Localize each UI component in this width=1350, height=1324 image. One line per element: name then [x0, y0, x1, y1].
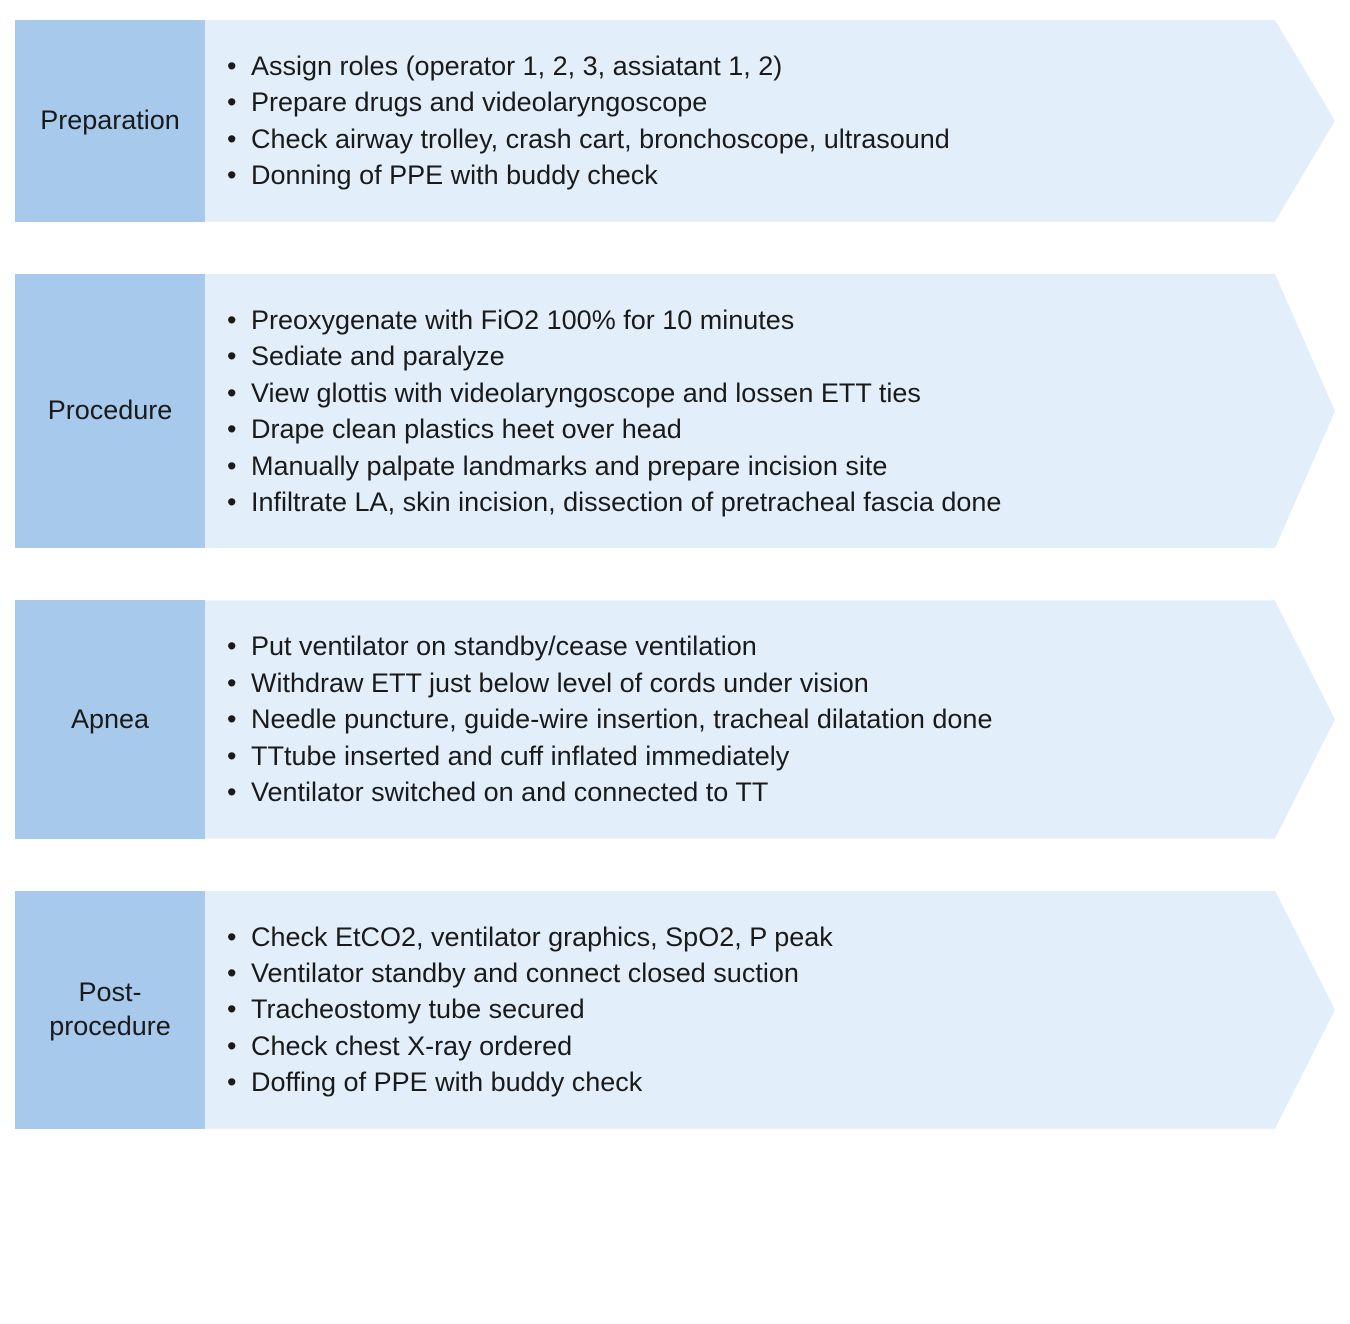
stage-body: Preoxygenate with FiO2 100% for 10 minut…	[205, 274, 1335, 549]
stage-procedure: Procedure Preoxygenate with FiO2 100% fo…	[15, 274, 1335, 549]
stage-label: Preparation	[15, 20, 205, 222]
stage-label-text: Procedure	[48, 394, 173, 428]
bullet-item: Check airway trolley, crash cart, bronch…	[227, 121, 1255, 157]
stage-apnea: Apnea Put ventilator on standby/cease ve…	[15, 600, 1335, 838]
bullet-item: Donning of PPE with buddy check	[227, 157, 1255, 193]
bullet-item: Sediate and paralyze	[227, 338, 1255, 374]
bullet-item: Assign roles (operator 1, 2, 3, assiatan…	[227, 48, 1255, 84]
stage-label-text: Preparation	[40, 104, 180, 138]
bullet-list: Preoxygenate with FiO2 100% for 10 minut…	[227, 302, 1255, 521]
bullet-item: Drape clean plastics heet over head	[227, 411, 1255, 447]
stage-preparation: Preparation Assign roles (operator 1, 2,…	[15, 20, 1335, 222]
bullet-list: Put ventilator on standby/cease ventilat…	[227, 628, 1255, 810]
bullet-item: Put ventilator on standby/cease ventilat…	[227, 628, 1255, 664]
bullet-item: Withdraw ETT just below level of cords u…	[227, 665, 1255, 701]
bullet-item: Manually palpate landmarks and prepare i…	[227, 448, 1255, 484]
bullet-item: Needle puncture, guide-wire insertion, t…	[227, 701, 1255, 737]
stage-label: Post-procedure	[15, 891, 205, 1129]
stage-body: Assign roles (operator 1, 2, 3, assiatan…	[205, 20, 1335, 222]
bullet-list: Assign roles (operator 1, 2, 3, assiatan…	[227, 48, 1255, 194]
bullet-item: Doffing of PPE with buddy check	[227, 1064, 1255, 1100]
bullet-item: Ventilator switched on and connected to …	[227, 774, 1255, 810]
bullet-item: View glottis with videolaryngoscope and …	[227, 375, 1255, 411]
stage-body: Check EtCO2, ventilator graphics, SpO2, …	[205, 891, 1335, 1129]
stage-label-text: Apnea	[71, 703, 149, 737]
bullet-item: Ventilator standby and connect closed su…	[227, 955, 1255, 991]
stage-label-text: Post-procedure	[25, 976, 195, 1044]
bullet-list: Check EtCO2, ventilator graphics, SpO2, …	[227, 919, 1255, 1101]
stage-body: Put ventilator on standby/cease ventilat…	[205, 600, 1335, 838]
flowchart-container: Preparation Assign roles (operator 1, 2,…	[15, 20, 1335, 1129]
stage-post-procedure: Post-procedure Check EtCO2, ventilator g…	[15, 891, 1335, 1129]
bullet-item: Prepare drugs and videolaryngoscope	[227, 84, 1255, 120]
bullet-item: TTtube inserted and cuff inflated immedi…	[227, 738, 1255, 774]
bullet-item: Preoxygenate with FiO2 100% for 10 minut…	[227, 302, 1255, 338]
bullet-item: Infiltrate LA, skin incision, dissection…	[227, 484, 1255, 520]
bullet-item: Check chest X-ray ordered	[227, 1028, 1255, 1064]
stage-label: Apnea	[15, 600, 205, 838]
bullet-item: Check EtCO2, ventilator graphics, SpO2, …	[227, 919, 1255, 955]
stage-label: Procedure	[15, 274, 205, 549]
bullet-item: Tracheostomy tube secured	[227, 991, 1255, 1027]
